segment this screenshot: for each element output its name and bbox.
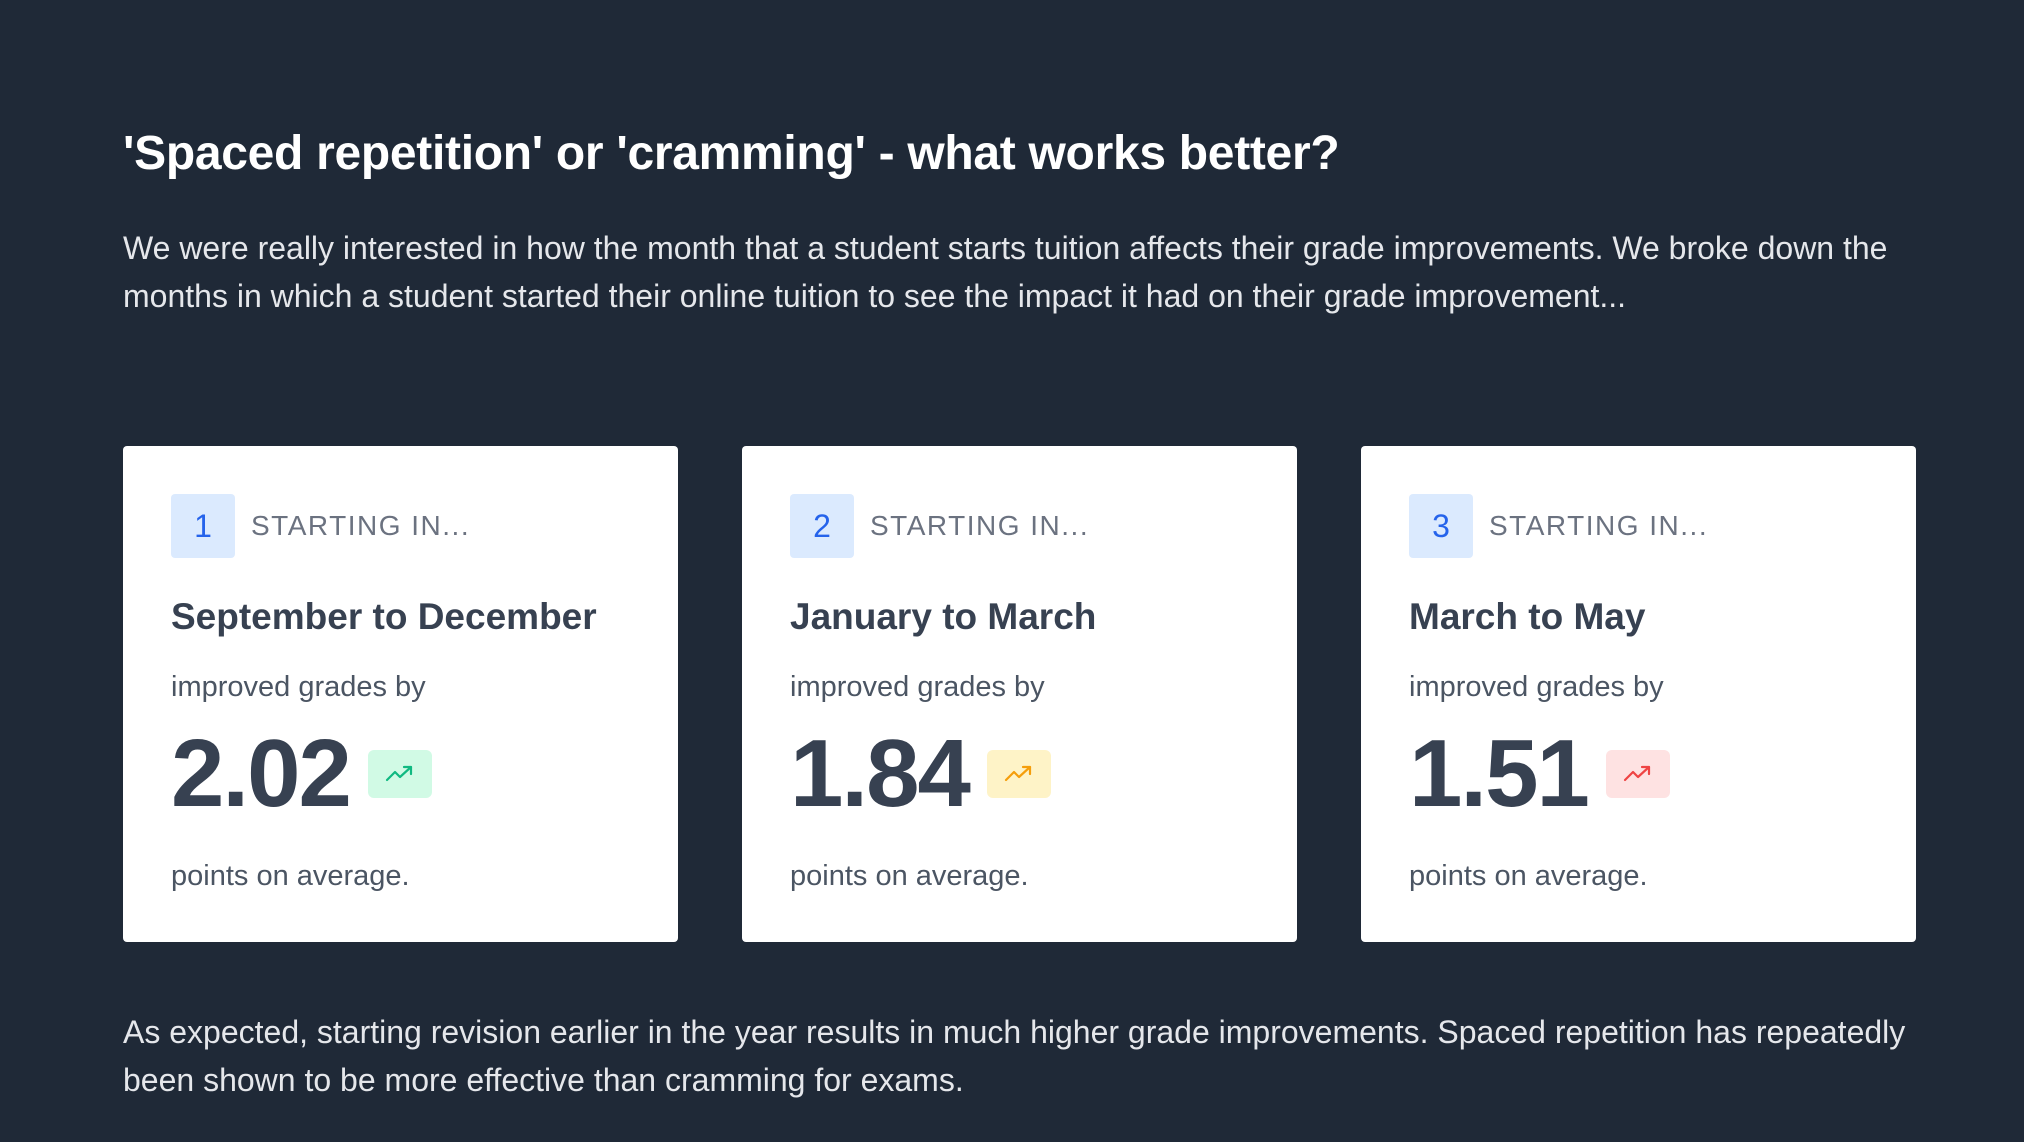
trend-up-icon [986, 750, 1051, 798]
period-title: January to March [790, 596, 1097, 637]
trend-up-icon [367, 750, 432, 798]
step-label: STARTING IN... [870, 510, 1090, 541]
step-number-badge: 3 [1409, 494, 1473, 558]
step-label: STARTING IN... [1489, 510, 1709, 541]
trend-up-icon [1605, 750, 1670, 798]
stat-card: 1 STARTING IN... September to December i… [123, 446, 678, 942]
metric-suffix: points on average. [1409, 860, 1648, 892]
metric-prefix: improved grades by [790, 671, 1045, 703]
card-header: 1 STARTING IN... [171, 494, 630, 558]
metric-prefix: improved grades by [171, 671, 426, 703]
metric-row: 1.84 [790, 722, 1249, 826]
metric-value: 1.84 [790, 720, 971, 827]
conclusion-paragraph: As expected, starting revision earlier i… [123, 1014, 1906, 1098]
metric-row: 1.51 [1409, 722, 1868, 826]
metric-suffix: points on average. [171, 860, 410, 892]
stat-cards: 1 STARTING IN... September to December i… [123, 446, 1916, 942]
period-title: March to May [1409, 596, 1646, 637]
intro-paragraph: We were really interested in how the mon… [123, 230, 1888, 314]
section-heading: 'Spaced repetition' or 'cramming' - what… [123, 127, 1340, 180]
card-header: 2 STARTING IN... [790, 494, 1249, 558]
step-label: STARTING IN... [251, 510, 471, 541]
metric-row: 2.02 [171, 722, 630, 826]
metric-suffix: points on average. [790, 860, 1029, 892]
step-number-badge: 1 [171, 494, 235, 558]
metric-prefix: improved grades by [1409, 671, 1664, 703]
metric-value: 2.02 [171, 720, 352, 827]
stat-card: 2 STARTING IN... January to March improv… [742, 446, 1297, 942]
period-title: September to December [171, 596, 597, 637]
card-header: 3 STARTING IN... [1409, 494, 1868, 558]
step-number-badge: 2 [790, 494, 854, 558]
metric-value: 1.51 [1409, 720, 1590, 827]
stat-card: 3 STARTING IN... March to May improved g… [1361, 446, 1916, 942]
